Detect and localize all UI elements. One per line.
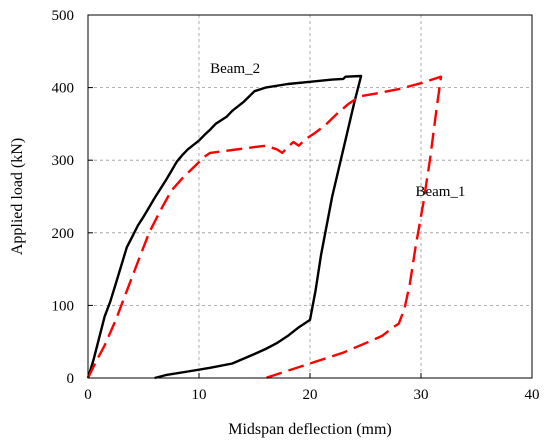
grid [88, 15, 532, 378]
x-tick-label: 20 [303, 387, 318, 403]
series-line-beam-2 [86, 74, 363, 380]
x-tick-label: 30 [414, 387, 429, 403]
series-annotations: Beam_2 Beam_1 [210, 61, 465, 200]
x-tick-label: 40 [525, 387, 540, 403]
x-tick-label: 0 [84, 387, 92, 403]
y-tick-label: 0 [67, 371, 75, 387]
y-tick-label: 500 [52, 8, 75, 24]
y-tick-label: 200 [52, 226, 75, 242]
x-tick-label: 10 [192, 387, 207, 403]
series-layer [86, 74, 443, 380]
x-axis-title: Midspan deflection (mm) [228, 421, 392, 438]
series-annotation: Beam_1 [415, 184, 465, 200]
y-tick-label: 300 [52, 153, 75, 169]
y-axis-title: Applied load (kN) [9, 138, 26, 255]
series-line-beam-1 [86, 75, 443, 380]
series-annotation: Beam_2 [210, 61, 260, 77]
y-tick-label: 100 [52, 298, 75, 314]
y-tick-label: 400 [52, 81, 75, 97]
